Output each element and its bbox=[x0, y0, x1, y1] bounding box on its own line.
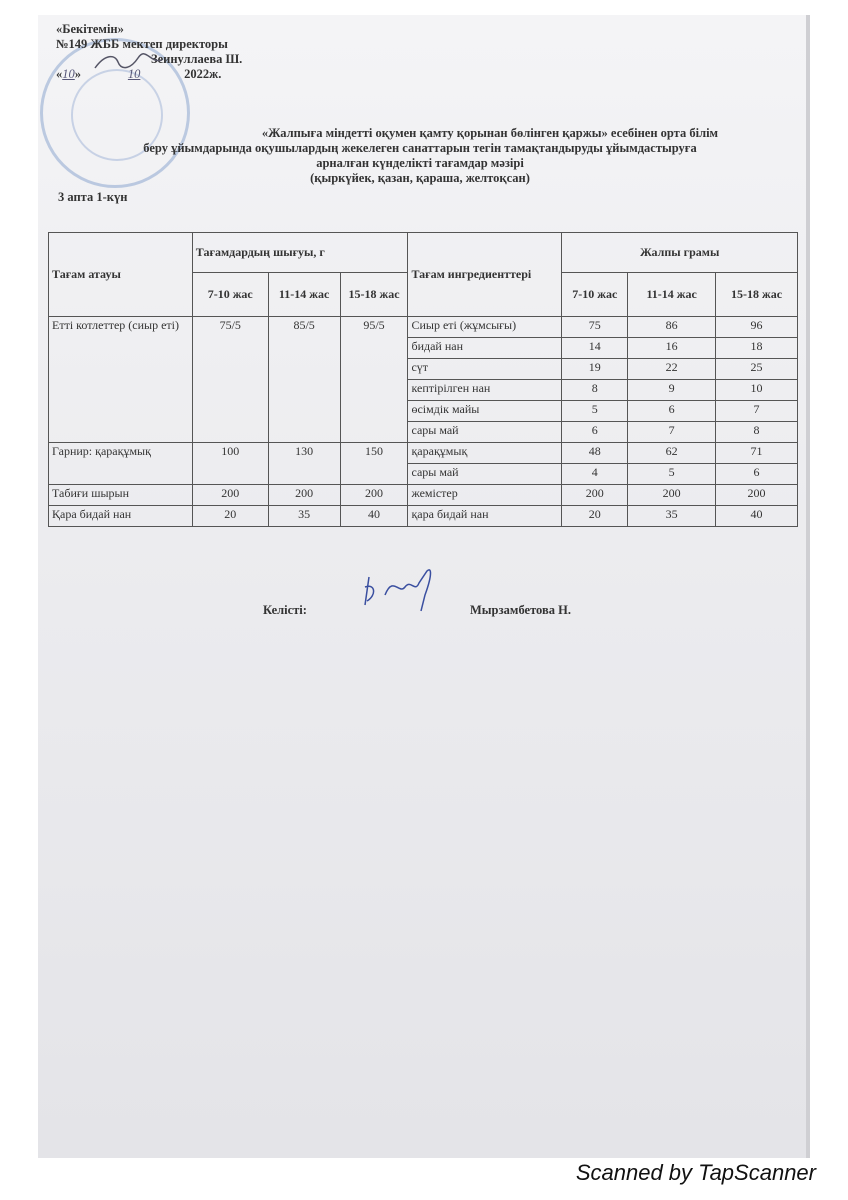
header-output-age3: 15-18 жас bbox=[339, 272, 409, 317]
scanner-watermark: Scanned by TapScanner bbox=[575, 1160, 816, 1185]
ingredient-gross: 16 bbox=[627, 337, 717, 359]
dish-output: 40 bbox=[339, 505, 409, 527]
page-edge bbox=[806, 15, 810, 1158]
ingredient-gross: 200 bbox=[627, 484, 717, 506]
header-gross-age3: 15-18 жас bbox=[715, 272, 798, 317]
header-output-age2: 11-14 жас bbox=[267, 272, 341, 317]
ingredient-gross: 19 bbox=[561, 358, 629, 380]
scanned-page bbox=[38, 15, 810, 1158]
table-row: өсімдік майы 5 6 7 bbox=[49, 400, 798, 422]
ingredient-name: Сиыр еті (жұмсығы) bbox=[407, 316, 563, 338]
table-row: Қара бидай нан 20 35 40 қара бидай нан 20 35 40 bbox=[48, 505, 798, 527]
table-row: сары май 4 5 6 bbox=[49, 463, 798, 485]
ingredient-name: сары май bbox=[407, 463, 563, 485]
ingredient-gross: 5 bbox=[627, 463, 717, 485]
agreed-signature bbox=[364, 569, 432, 612]
dish-output: 85/5 bbox=[267, 316, 341, 443]
ingredient-name: қарақұмық bbox=[407, 442, 563, 464]
ingredient-name: кептірілген нан bbox=[407, 379, 563, 401]
ingredient-gross: 14 bbox=[561, 337, 629, 359]
header-ingredients: Тағам ингредиенттері bbox=[407, 232, 563, 317]
dish-output: 150 bbox=[339, 442, 409, 485]
ingredient-name: сүт bbox=[407, 358, 563, 380]
ingredient-gross: 6 bbox=[715, 463, 798, 485]
table-row: Етті котлеттер (сиыр еті) 75/5 85/5 95/5 Сиы… bbox=[48, 316, 798, 443]
official-stamp bbox=[40, 38, 190, 188]
table-row: сары май 6 7 8 bbox=[49, 421, 798, 443]
ingredient-gross: 10 bbox=[715, 379, 798, 401]
dish-output: 75/5 bbox=[191, 316, 269, 443]
menu-table-body: Етті котлеттер (сиыр еті) 75/5 85/5 95/5 Сиы… bbox=[48, 316, 798, 527]
ingredient-gross: 4 bbox=[561, 463, 629, 485]
dish-output: 100 bbox=[191, 442, 269, 485]
ingredient-name: қара бидай нан bbox=[407, 505, 563, 527]
ingredient-name: бидай нан bbox=[407, 337, 563, 359]
ingredient-gross: 62 bbox=[627, 442, 717, 464]
dish-name: Табиғи шырын bbox=[48, 484, 193, 506]
ingredient-gross: 200 bbox=[561, 484, 629, 506]
ingredient-gross: 75 bbox=[561, 316, 629, 338]
ingredient-gross: 20 bbox=[561, 505, 629, 527]
ingredient-name: сары май bbox=[407, 421, 563, 443]
director-signature bbox=[94, 53, 163, 69]
table-row: кептірілген нан 8 9 10 bbox=[49, 379, 798, 401]
agreed-name: Мырзамбетова Н. bbox=[470, 603, 571, 617]
table-row: Гарнир: қарақұмық 100 130 150 қарақұмық 48 62 7… bbox=[48, 442, 798, 485]
header-output-age1: 7-10 жас bbox=[191, 272, 269, 317]
approval-line1: «Бекітемін» bbox=[56, 22, 124, 36]
ingredient-gross: 25 bbox=[715, 358, 798, 380]
ingredient-gross: 22 bbox=[627, 358, 717, 380]
dish-output: 130 bbox=[267, 442, 341, 485]
ingredient-gross: 96 bbox=[715, 316, 798, 338]
document-title: «Жалпыға міндетті оқумен қамту қорынан б… bbox=[60, 126, 780, 186]
ingredient-gross: 8 bbox=[561, 379, 629, 401]
dish-output: 20 bbox=[191, 505, 269, 527]
table-row: Табиғи шырын 200 200 200 жемістер 200 200 200 bbox=[48, 484, 798, 506]
dish-name: Етті котлеттер (сиыр еті) bbox=[48, 316, 193, 443]
ingredient-gross: 7 bbox=[627, 421, 717, 443]
approval-block: «Бекітемін» №149 ЖББ мектеп директоры Зе… bbox=[56, 22, 242, 82]
ingredient-gross: 6 bbox=[627, 400, 717, 422]
ingredient-gross: 35 bbox=[627, 505, 717, 527]
dish-name: Қара бидай нан bbox=[48, 505, 193, 527]
agreed-label: Келісті: bbox=[263, 603, 307, 617]
ingredient-gross: 71 bbox=[715, 442, 798, 464]
week-day: 3 апта 1-күн bbox=[58, 190, 128, 204]
ingredient-gross: 5 bbox=[561, 400, 629, 422]
title-line3: арналған күнделікті тағамдар мәзірі bbox=[316, 156, 524, 170]
ingredient-gross: 7 bbox=[715, 400, 798, 422]
dish-output: 95/5 bbox=[339, 316, 409, 443]
dish-output: 35 bbox=[267, 505, 341, 527]
table-row: сүт 19 22 25 bbox=[49, 358, 798, 380]
ingredient-name: өсімдік майы bbox=[407, 400, 563, 422]
header-gross-age2: 11-14 жас bbox=[627, 272, 717, 317]
ingredient-gross: 200 bbox=[715, 484, 798, 506]
title-line2: беру ұйымдарында оқушылардың жекелеген с… bbox=[143, 141, 697, 155]
ingredient-gross: 86 bbox=[627, 316, 717, 338]
title-line4: (қыркүйек, қазан, қараша, желтоқсан) bbox=[310, 171, 530, 185]
ingredient-gross: 8 bbox=[715, 421, 798, 443]
dish-output: 200 bbox=[191, 484, 269, 506]
ingredient-name: жемістер bbox=[407, 484, 563, 506]
header-gross: Жалпы грамы bbox=[561, 232, 798, 273]
title-line1: «Жалпыға міндетті оқумен қамту қорынан б… bbox=[261, 126, 719, 140]
header-gross-age1: 7-10 жас bbox=[561, 272, 629, 317]
ingredient-gross: 6 bbox=[561, 421, 629, 443]
approval-date: «10» 10 2022ж. bbox=[56, 67, 222, 81]
dish-name: Гарнир: қарақұмық bbox=[48, 442, 193, 485]
header-dish-name: Тағам атауы bbox=[48, 232, 193, 317]
ingredient-gross: 9 bbox=[627, 379, 717, 401]
menu-table: Тағам атауы Тағамдардың шығуы, г Тағам и… bbox=[48, 232, 798, 527]
approval-line3: Зеинуллаева Ш. bbox=[151, 52, 243, 66]
ingredient-gross: 18 bbox=[715, 337, 798, 359]
ingredient-gross: 48 bbox=[561, 442, 629, 464]
ingredient-gross: 40 bbox=[715, 505, 798, 527]
dish-output: 200 bbox=[339, 484, 409, 506]
dish-output: 200 bbox=[267, 484, 341, 506]
header-output: Тағамдардың шығуы, г bbox=[191, 232, 409, 273]
approval-line2: №149 ЖББ мектеп директоры bbox=[56, 37, 228, 51]
